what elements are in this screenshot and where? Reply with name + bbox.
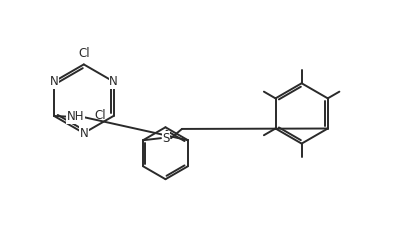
Text: N: N xyxy=(80,127,88,140)
Text: Cl: Cl xyxy=(94,109,106,122)
Text: Cl: Cl xyxy=(78,47,90,60)
Text: N: N xyxy=(50,75,59,88)
Text: NH: NH xyxy=(67,110,84,123)
Text: N: N xyxy=(109,75,118,88)
Text: S: S xyxy=(162,132,170,145)
